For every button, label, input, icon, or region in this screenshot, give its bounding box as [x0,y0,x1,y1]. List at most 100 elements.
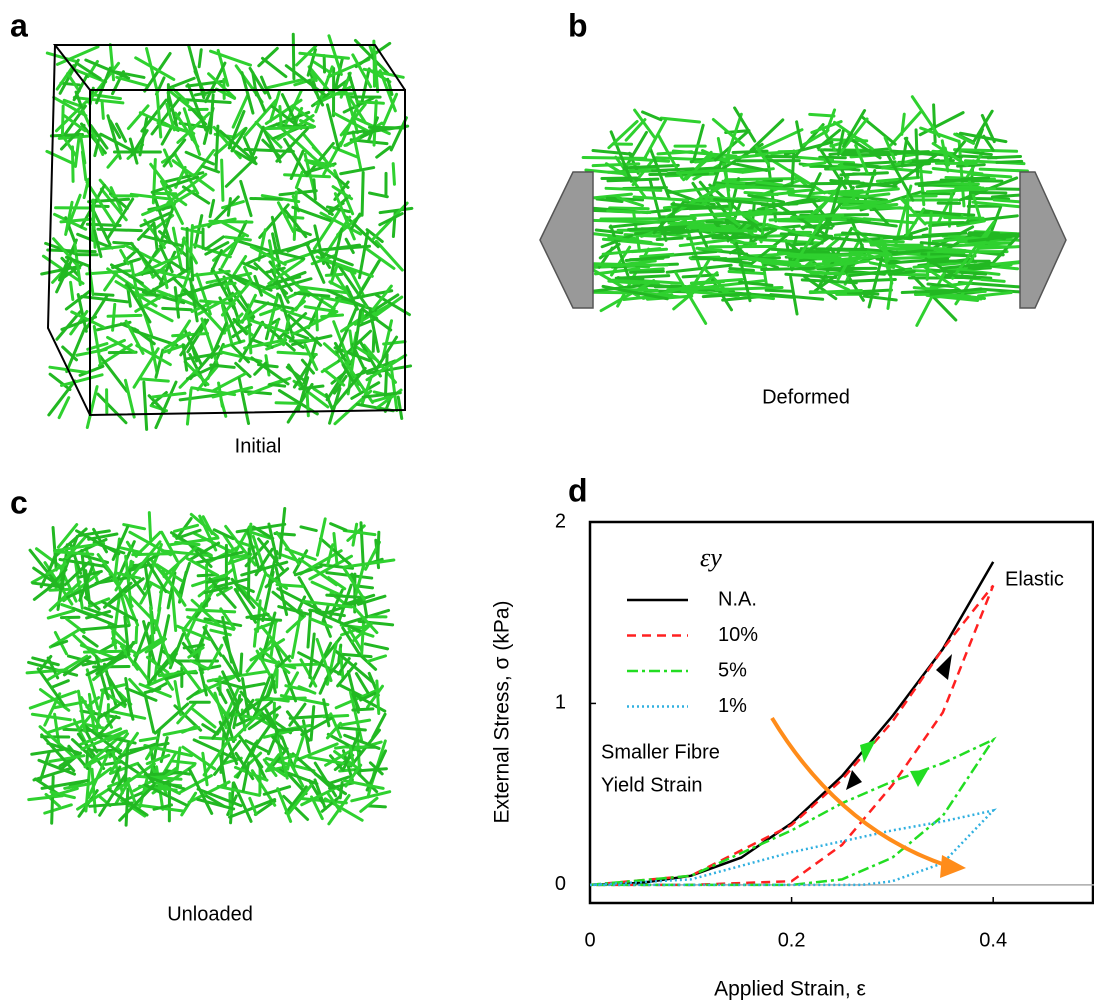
fiber [640,227,712,234]
fiber [375,679,381,715]
fiber [209,49,253,67]
fiber [176,111,211,144]
fiber [327,34,343,76]
fiber [267,295,279,332]
fiber [953,132,976,145]
fiber [846,277,897,283]
fiber [174,540,201,547]
fiber [325,103,341,151]
arrowhead [936,654,952,680]
fiber [75,347,108,357]
fiber [764,288,793,293]
fiber [359,796,379,813]
panel-caption: Deformed [762,386,850,408]
fiber [87,197,131,204]
fiber [280,308,318,323]
fiber [967,231,1000,235]
fiber [125,281,152,324]
fiber [63,782,88,790]
fiber [966,214,1019,223]
fiber [109,263,144,285]
fiber [211,385,254,399]
fiber [871,205,891,227]
fiber [216,585,233,597]
fiber [174,126,193,135]
fiber [45,787,79,799]
fiber [303,149,336,177]
fiber [312,60,331,74]
fiber [607,236,653,244]
fiber [197,48,203,69]
fiber [196,364,220,392]
fiber [117,742,157,759]
fiber [900,288,961,295]
fiber [692,123,705,161]
fiber [251,525,275,540]
fiber [943,215,985,220]
fiber [366,654,388,663]
fiber [666,286,720,292]
fiber [867,256,884,309]
fiber [118,546,142,554]
plot-frame [588,520,1094,905]
fiber [234,582,255,594]
fiber [133,635,166,657]
fiber [92,325,103,367]
fiber [682,154,714,182]
fiber [376,530,381,563]
fiber [368,191,389,199]
fiber [87,532,119,541]
fiber [150,175,200,194]
fiber [382,92,399,127]
fiber [327,576,347,591]
fiber [599,279,656,313]
fiber [299,658,318,688]
fiber [114,762,156,792]
fiber [990,193,1022,199]
fiber [216,686,228,705]
fiber [303,343,319,371]
fiber [62,114,87,133]
fiber [258,647,291,674]
fiber [196,797,236,811]
fiber [365,353,408,382]
fiber [114,70,146,79]
fiber [234,361,252,379]
fiber [931,166,984,176]
fiber [94,654,110,701]
fiber [75,529,121,556]
fiber [760,266,816,272]
fiber [66,575,113,599]
fiber [714,209,777,218]
fiber [208,577,237,609]
fiber [674,271,708,325]
fiber [308,617,333,629]
fiber [182,107,202,156]
fiber [167,319,192,355]
fiber [931,142,969,167]
arrowhead [846,770,862,790]
fiber [204,235,225,251]
fiber [251,299,295,310]
fiber [591,162,641,168]
fiber [141,201,173,217]
fiber [128,530,173,557]
fiber [233,765,269,782]
fiber [30,747,69,756]
fiber [270,673,277,694]
fiber [749,118,785,152]
fiber [185,388,193,426]
fiber [270,104,303,130]
fiber [350,790,392,803]
fiber [147,511,153,542]
y-tick-label: 2 [555,510,566,532]
y-tick-label: 1 [555,692,566,714]
fiber [87,751,110,799]
fiber [52,237,82,270]
fiber [189,512,219,539]
fiber [40,265,80,276]
fiber [322,342,339,357]
fiber [608,206,650,211]
x-tick-label: 0.2 [778,929,806,951]
fiber [889,109,923,147]
